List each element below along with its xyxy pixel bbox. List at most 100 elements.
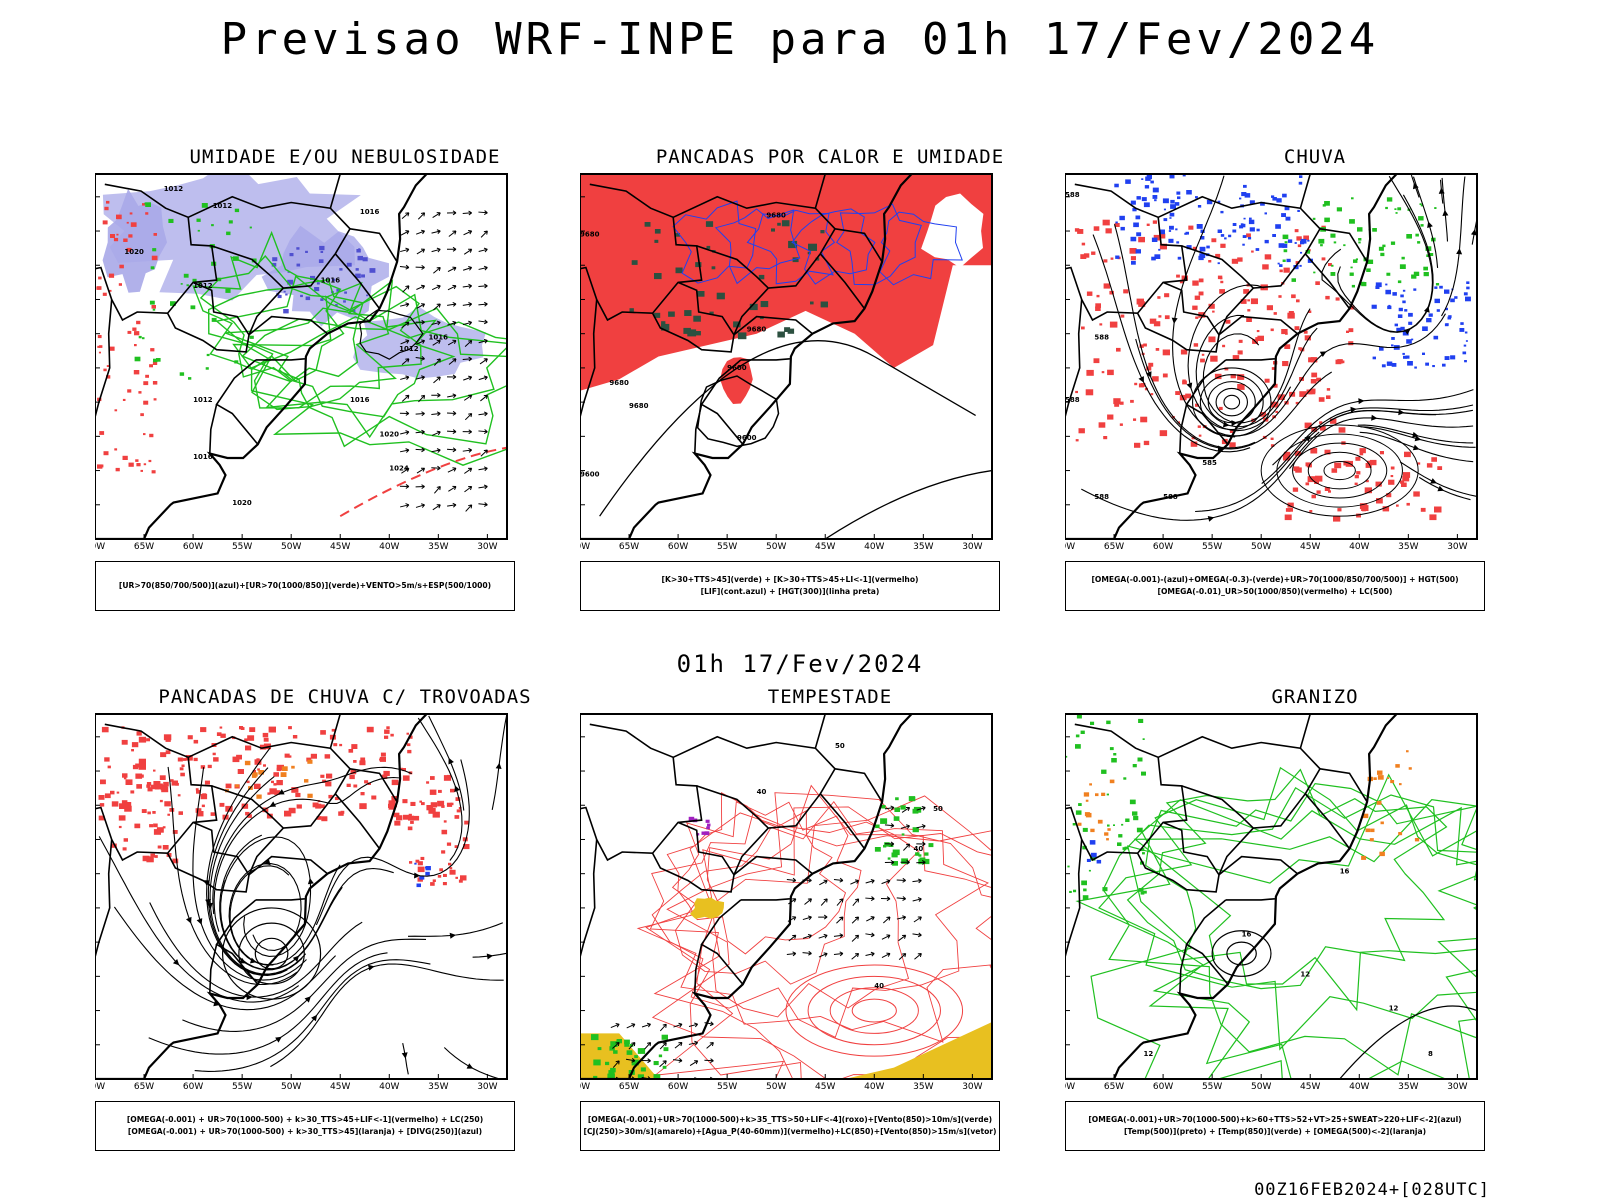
rain-speck <box>1105 228 1112 234</box>
storm-speck <box>443 873 447 877</box>
temp850-speck <box>1138 718 1144 723</box>
storm-speck <box>400 767 404 770</box>
rain-speck <box>1388 479 1395 485</box>
storm-speck <box>410 801 416 806</box>
thickness-speck <box>97 335 102 339</box>
rain-speck <box>1333 515 1341 522</box>
streamarrow <box>1470 229 1477 236</box>
temp850-speck <box>1140 891 1145 895</box>
storm-speck <box>220 733 226 738</box>
border-line <box>349 228 398 263</box>
temp850-contour <box>1075 799 1477 1079</box>
legend-line: [OMEGA(-0.001)-(azul)+OMEGA(-0.3)-(verde… <box>1091 575 1459 584</box>
border-line <box>209 944 218 994</box>
temp850-speck <box>1073 889 1077 893</box>
storm-speck <box>284 753 290 758</box>
thickness-speck <box>109 346 115 351</box>
omega-speck <box>1217 229 1222 233</box>
wind-vector <box>401 467 410 474</box>
omega-speck <box>1271 195 1275 198</box>
thickness-speck <box>143 463 147 466</box>
storm-speck <box>244 738 248 742</box>
rain-speck <box>1282 361 1289 367</box>
wind-vector <box>478 301 488 307</box>
streamarrow <box>1437 485 1445 492</box>
rain-speck <box>1113 398 1121 405</box>
storm-speck <box>430 802 438 808</box>
omega-speck <box>1136 232 1142 237</box>
storm-speck <box>153 829 161 835</box>
storm-speck <box>195 788 199 791</box>
omega-speck <box>1463 344 1467 347</box>
temp850-speck <box>1083 888 1087 892</box>
contour-label: 12 <box>1144 1050 1154 1058</box>
instability-speck <box>697 291 705 297</box>
hail-speck <box>1096 859 1102 864</box>
moisture-speck <box>134 356 141 362</box>
rain-speck <box>1270 437 1274 440</box>
wind-speck <box>912 827 919 833</box>
lon-tick-label: 50W <box>766 542 786 552</box>
omega-speck <box>1391 363 1397 367</box>
temp850-contour <box>1090 773 1477 1079</box>
wind-vector <box>463 394 473 401</box>
storm-speck <box>126 802 132 807</box>
omega-speck <box>1077 822 1082 826</box>
omega-speck <box>1196 224 1203 229</box>
storm-speck <box>163 781 169 787</box>
thickness-speck <box>151 305 156 309</box>
wind-vector <box>462 283 473 289</box>
omega-speck <box>1115 221 1118 224</box>
omega-speck <box>1177 256 1182 260</box>
moisture-speck <box>234 208 240 213</box>
lon-tick-label: 55W <box>717 542 737 552</box>
moisture-speck <box>249 335 254 339</box>
wind-vector <box>416 303 426 309</box>
storm-speck <box>328 794 333 799</box>
wind-vector <box>462 266 473 271</box>
wind-vector <box>462 429 472 435</box>
thickness-speck <box>127 330 132 334</box>
temp850-speck <box>1102 887 1108 892</box>
storm-speck <box>146 782 152 786</box>
rain-speck <box>1107 414 1114 420</box>
storm-speck <box>371 795 377 800</box>
moisture-speck <box>228 220 233 224</box>
omega-speck <box>1287 239 1293 243</box>
rain-speck <box>1194 295 1201 300</box>
wind-speck <box>875 824 880 829</box>
omega-speck <box>1198 255 1204 261</box>
storm-speck <box>391 779 399 786</box>
wind-vector <box>462 320 473 326</box>
omega-speck <box>1249 200 1255 205</box>
wind-vector <box>688 1040 699 1046</box>
omega-speck <box>1360 281 1365 286</box>
omega-speck <box>1200 229 1205 233</box>
wind-vector <box>644 1042 652 1050</box>
temp850-speck <box>1106 793 1109 796</box>
omega-speck <box>1425 362 1429 366</box>
humidity-speck <box>316 282 320 285</box>
storm-speck <box>263 764 266 767</box>
omega-speck <box>1402 300 1406 304</box>
storm-speck <box>353 760 357 763</box>
wind-vector <box>399 483 410 489</box>
rain-speck <box>1230 374 1236 379</box>
storm-speck <box>407 826 413 831</box>
temp850-speck <box>1075 810 1082 815</box>
wind-vector <box>900 824 910 829</box>
moisture-speck <box>149 300 155 305</box>
omega-speck <box>1145 176 1151 181</box>
wind-vector <box>447 302 457 307</box>
lon-tick-label: 30W <box>477 542 497 552</box>
lon-tick-label: 45W <box>815 1082 835 1092</box>
wind-vector <box>432 504 441 511</box>
omega-speck <box>1400 294 1404 298</box>
omega-speck <box>1199 253 1206 259</box>
storm-speck <box>150 784 157 790</box>
omega-speck <box>1447 316 1452 320</box>
border-line <box>580 723 703 862</box>
wind-vector <box>399 264 410 270</box>
rain-speck <box>1119 423 1123 426</box>
storm-speck <box>165 750 171 755</box>
